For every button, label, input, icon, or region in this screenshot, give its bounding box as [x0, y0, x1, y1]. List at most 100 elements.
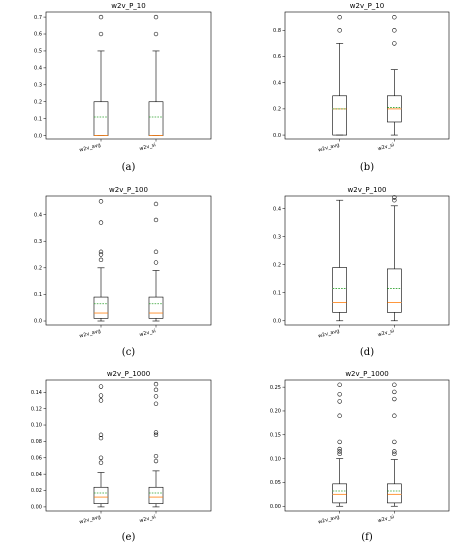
outlier-point: [153, 432, 159, 438]
iqr-box: [387, 483, 402, 504]
y-tick-label: 0.15: [270, 432, 281, 438]
y-tick-label: 0.3: [273, 234, 281, 240]
y-tick-label: 0.6: [34, 32, 42, 38]
panel-caption: (d): [360, 347, 374, 358]
y-tick-label: 0.25: [270, 385, 281, 391]
outlier-point: [153, 249, 159, 255]
outlier-point: [392, 195, 397, 200]
axes-frame: [284, 379, 450, 512]
box-w2v_si: w2v_si: [377, 15, 402, 152]
outlier-point: [153, 14, 159, 20]
y-tick-label: 0.3: [34, 83, 42, 89]
y-tick-label: 0.1: [34, 292, 42, 298]
x-tick-label: w2v_si: [377, 142, 395, 152]
x-tick-label: w2v_si: [139, 328, 157, 338]
x-tick-label: w2v_avg: [317, 514, 340, 525]
y-tick-label: 0.4: [34, 212, 42, 218]
y-tick-label: 0.8: [273, 28, 281, 34]
outlier-point: [98, 455, 104, 460]
y-tick-label: 0.20: [270, 409, 281, 415]
outlier-point: [392, 439, 397, 445]
outlier-point: [337, 382, 342, 387]
axes-frame: [284, 11, 450, 140]
y-tick-label: 0.05: [270, 480, 281, 486]
iqr-box: [148, 486, 164, 504]
outlier-point: [392, 198, 397, 203]
chart-panel-2: w2v_P_10 0.0 0.2 0.4 0.6 0.8 w2v_avg w2v_si(b): [273, 2, 450, 173]
box-w2v_avg: w2v_avg: [317, 15, 347, 154]
y-tick-label: 0.0: [34, 319, 42, 325]
chart-panel-5: w2v_P_1000 0.00 0.02 0.04 0.06 0.08 0.10 0.12 0.…: [31, 370, 212, 543]
outlier-point: [98, 398, 104, 403]
box-w2v_si: w2v_si: [139, 381, 164, 524]
outlier-point: [153, 217, 159, 223]
y-tick-label: 0.6: [273, 54, 281, 60]
outlier-point: [153, 430, 159, 435]
outlier-point: [337, 451, 342, 457]
box-w2v_avg: w2v_avg: [317, 382, 347, 526]
axes-frame: [45, 11, 212, 140]
y-tick-label: 0.10: [270, 456, 281, 462]
outlier-point: [392, 451, 397, 457]
y-tick-label: 0.2: [34, 266, 42, 272]
outlier-point: [98, 14, 104, 20]
chart-title: w2v_P_1000: [107, 370, 150, 378]
y-tick-label: 0.3: [34, 239, 42, 245]
iqr-box: [332, 267, 347, 313]
outlier-point: [392, 41, 397, 46]
outlier-point: [98, 252, 104, 257]
outlier-point: [98, 393, 104, 398]
y-tick-label: 0.12: [31, 406, 42, 412]
chart-title: w2v_P_1000: [345, 370, 388, 378]
outlier-point: [337, 449, 342, 454]
iqr-box: [93, 296, 109, 319]
y-tick-label: 0.1: [34, 116, 42, 122]
iqr-box: [93, 101, 109, 136]
outlier-point: [98, 435, 104, 441]
outlier-point: [153, 201, 159, 207]
y-tick-label: 0.4: [34, 66, 42, 72]
box-w2v_avg: w2v_avg: [79, 199, 109, 340]
box-w2v_avg: w2v_avg: [79, 14, 109, 154]
y-tick-label: 0.2: [273, 107, 281, 113]
outlier-point: [153, 458, 159, 464]
outlier-point: [337, 446, 342, 452]
box-w2v_si: w2v_si: [139, 14, 164, 152]
y-tick-label: 0.0: [273, 318, 281, 324]
y-tick-label: 0.2: [34, 99, 42, 105]
box-w2v_si: w2v_si: [139, 201, 164, 338]
box-w2v_avg: w2v_avg: [79, 384, 109, 526]
outlier-point: [153, 394, 159, 399]
outlier-point: [98, 460, 104, 465]
chart-title: w2v_P_100: [109, 186, 148, 194]
chart-panel-1: w2v_P_10 0.0 0.1 0.2 0.3 0.4 0.5 0.6 0.7 w2v_avg w…: [34, 2, 212, 173]
outlier-point: [153, 453, 159, 459]
y-tick-label: 0.7: [34, 15, 42, 21]
axes-frame: [45, 195, 212, 326]
outlier-point: [98, 257, 104, 263]
y-tick-label: 0.0: [34, 133, 42, 139]
outlier-point: [98, 220, 104, 225]
chart-panel-4: w2v_P_100 0.0 0.1 0.2 0.3 0.4 w2v_avg w2v_si(d): [273, 186, 450, 358]
chart-panel-6: w2v_P_1000 0.00 0.05 0.10 0.15 0.20 0.25 w2v_av…: [270, 370, 450, 543]
x-tick-label: w2v_si: [377, 328, 395, 338]
outlier-point: [392, 449, 397, 454]
y-tick-label: 0.10: [31, 423, 42, 429]
y-tick-label: 0.00: [31, 505, 42, 511]
outlier-point: [337, 413, 342, 418]
iqr-box: [332, 483, 347, 504]
y-tick-label: 0.06: [31, 455, 42, 461]
axes-frame: [284, 195, 450, 326]
iqr-box: [148, 101, 164, 136]
y-tick-label: 0.04: [31, 472, 42, 478]
axes-frame: [45, 379, 212, 512]
y-tick-label: 0.5: [34, 49, 42, 55]
y-tick-label: 0.02: [31, 488, 42, 494]
iqr-box: [332, 95, 347, 136]
x-tick-label: w2v_avg: [317, 142, 340, 153]
outlier-point: [337, 392, 342, 397]
x-tick-label: w2v_avg: [79, 514, 102, 525]
outlier-point: [153, 401, 159, 406]
x-tick-label: w2v_avg: [317, 328, 340, 339]
